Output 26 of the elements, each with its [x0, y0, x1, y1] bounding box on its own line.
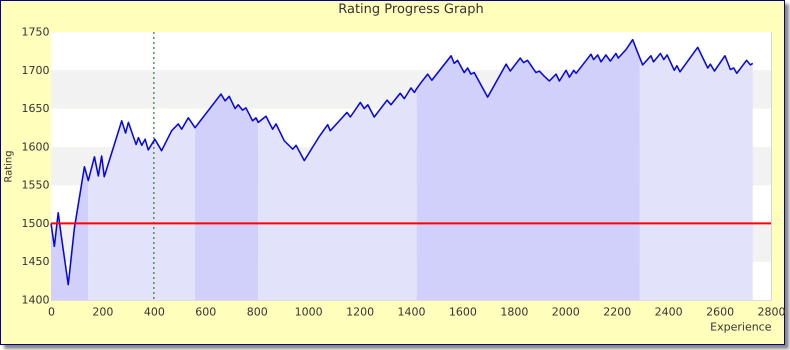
y-tick-label: 1600	[22, 140, 50, 154]
x-axis-title: Experience	[710, 320, 772, 334]
line-series	[50, 38, 754, 286]
x-tick-label: 2400	[654, 306, 683, 318]
y-tick-label: 1450	[22, 255, 50, 268]
x-tick-label: 200	[92, 306, 114, 318]
y-tick-label: 1700	[22, 64, 50, 77]
y-tick-label: 1750	[22, 26, 50, 38]
x-tick-label: 1200	[346, 306, 374, 318]
y-axis-title: Rating	[4, 150, 15, 183]
y-tick-label: 1500	[22, 216, 50, 230]
y-tick-label: 1400	[22, 294, 50, 306]
x-tick-label: 2200	[603, 306, 632, 318]
x-tick-label: 2600	[706, 306, 734, 318]
x-tick-label: 600	[195, 306, 216, 318]
x-tick-label: 800	[246, 306, 268, 318]
chart-title: Rating Progress Graph	[338, 2, 484, 17]
x-tick-label: 0	[48, 306, 55, 318]
x-tick-label: 1400	[398, 306, 426, 318]
x-tick-label: 1800	[500, 306, 528, 318]
y-tick-label: 1650	[22, 102, 50, 116]
x-tick-label: 400	[144, 306, 165, 318]
y-tick-label: 1550	[22, 178, 50, 192]
x-tick-label: 2000	[552, 306, 580, 318]
x-tick-label: 1600	[448, 306, 477, 318]
x-tick-label: 1000	[294, 306, 323, 318]
